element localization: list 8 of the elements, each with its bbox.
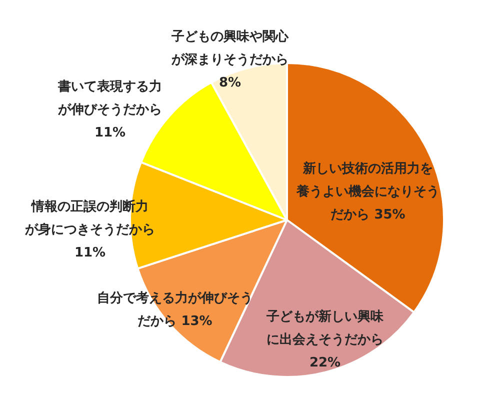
slice-label: 書いて表現する力が伸びそうだから bbox=[57, 79, 162, 118]
slice-label: 新しい技術の活用力を養うよい機会になりそうだから 35% bbox=[296, 160, 440, 222]
slice-label: 子どもの興味や関心が深まりそうだから bbox=[170, 28, 290, 68]
data-label: 11% bbox=[74, 245, 106, 260]
data-label: 11% bbox=[94, 125, 126, 140]
data-label: 8% bbox=[218, 75, 242, 90]
slice-label: 子どもが新しい興味に出会えそうだから bbox=[266, 308, 384, 348]
data-label: 22% bbox=[309, 355, 341, 370]
